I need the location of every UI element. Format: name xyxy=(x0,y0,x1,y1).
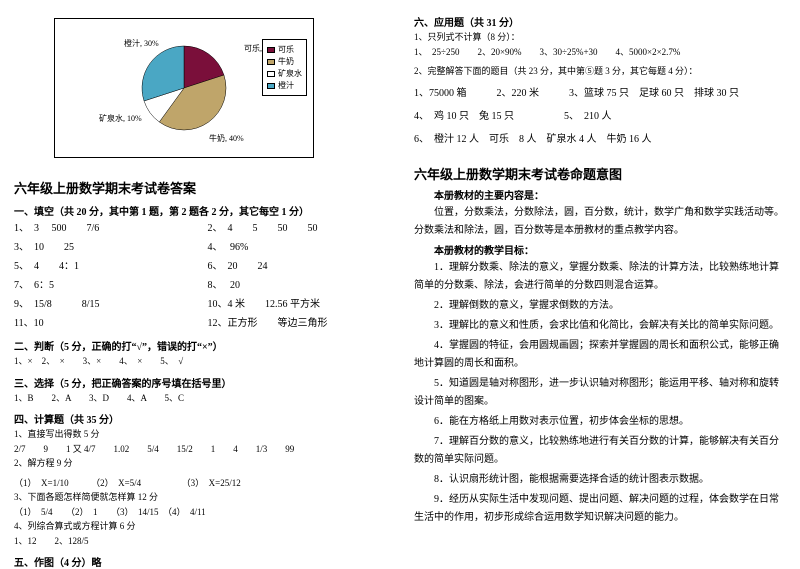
goal-6: 6．能在方格纸上用数对表示位置，初步体会坐标的思想。 xyxy=(414,413,786,431)
intent-title: 六年级上册数学期末考试卷命题意图 xyxy=(414,164,786,183)
choice-answers: 1、B 2、A 3、D 4、A 5、C xyxy=(14,392,386,406)
pie-chart-box: 可乐, 20%牛奶, 40%矿泉水, 10%橙汁, 30% 可乐牛奶矿泉水橙汁 xyxy=(54,18,314,158)
pie-chart: 可乐, 20%牛奶, 40%矿泉水, 10%橙汁, 30% xyxy=(129,33,239,143)
fill-answer-row: 7、 6：58、 20 xyxy=(14,277,386,294)
goal-4: 4．掌握圆的特征，会用圆规画圆；探索并掌握圆的周长和面积公式，能够正确地计算圆的… xyxy=(414,337,786,373)
section-6-heading: 六、应用题（共 31 分） xyxy=(414,14,786,29)
left-column: 可乐, 20%牛奶, 40%矿泉水, 10%橙汁, 30% 可乐牛奶矿泉水橙汁 … xyxy=(0,0,400,566)
fill-answer-row: 5、 4 4：16、 20 24 xyxy=(14,258,386,275)
pie-slice-label: 矿泉水, 10% xyxy=(99,113,142,124)
legend-item: 牛奶 xyxy=(267,56,302,67)
goal-9: 9．经历从实际生活中发现问题、提出问题、解决问题的过程，体会数学在日常生活中的作… xyxy=(414,491,786,527)
legend-item: 可乐 xyxy=(267,44,302,55)
goal-3: 3．理解比的意义和性质，会求比值和化简比，会解决有关比的简单实际问题。 xyxy=(414,317,786,335)
calc-4-answers: 1、12 2、128/5 xyxy=(14,535,386,549)
section-3-heading: 三、选择（5 分，把正确答案的序号填在括号里） xyxy=(14,375,386,390)
answers-title: 六年级上册数学期末考试卷答案 xyxy=(14,178,386,197)
calc-1-answers: 2/7 9 1 又 4/7 1.02 5/4 15/2 1 4 1/3 99 xyxy=(14,443,386,457)
goal-1: 1．理解分数乘、除法的意义，掌握分数乘、除法的计算方法，比较熟练地计算简单的分数… xyxy=(414,259,786,295)
app-row-2: 4、 鸡 10 只 兔 15 只 5、 210 人 xyxy=(414,108,786,125)
legend-item: 橙汁 xyxy=(267,80,302,91)
content-heading: 本册教材的主要内容是： xyxy=(414,187,786,202)
pie-slice-label: 橙汁, 30% xyxy=(124,38,159,49)
section-1-heading: 一、填空（共 20 分，其中第 1 题，第 2 题各 2 分，其它每空 1 分） xyxy=(14,203,386,218)
fill-answer-row: 3、 10 254、 96% xyxy=(14,239,386,256)
goal-7: 7．理解百分数的意义，比较熟练地进行有关百分数的计算，能够解决有关百分数的简单实… xyxy=(414,433,786,469)
app-1-label: 1、只列式不计算（8 分）： xyxy=(414,31,786,45)
judge-answers: 1、× 2、 × 3、× 4、 × 5、 √ xyxy=(14,355,386,369)
goal-2: 2．理解倒数的意义，掌握求倒数的方法。 xyxy=(414,297,786,315)
calc-2-answers: （1） X=1/10 （2） X=5/4 （3） X=25/12 xyxy=(14,477,386,491)
app-row-3: 6、 橙汁 12 人 可乐 8 人 矿泉水 4 人 牛奶 16 人 xyxy=(414,131,786,148)
calc-4-label: 4、列综合算式或方程计算 6 分 xyxy=(14,520,386,534)
section-5-heading: 五、作图（4 分）略 xyxy=(14,554,386,569)
fill-answer-row: 11、1012、正方形 等边三角形 xyxy=(14,315,386,332)
app-1-answers: 1、 25÷250 2、20×90% 3、30÷25%+30 4、5000×2×… xyxy=(414,46,786,60)
app-2-label: 2、完整解答下面的题目（共 23 分，其中第⑤题 3 分，其它每题 4 分）： xyxy=(414,65,786,79)
pie-slice-label: 牛奶, 40% xyxy=(209,133,244,144)
app-row-1: 1、75000 箱 2、220 米 3、篮球 75 只 足球 60 只 排球 3… xyxy=(414,85,786,102)
legend-item: 矿泉水 xyxy=(267,68,302,79)
fill-answer-row: 1、 3 500 7/62、 4 5 50 50 xyxy=(14,220,386,237)
right-column: 六、应用题（共 31 分） 1、只列式不计算（8 分）： 1、 25÷250 2… xyxy=(400,0,800,566)
goals-heading: 本册教材的教学目标： xyxy=(414,242,786,257)
calc-2-label: 2、解方程 9 分 xyxy=(14,457,386,471)
fill-answer-row: 9、 15/8 8/1510、4 米 12.56 平方米 xyxy=(14,296,386,313)
goal-8: 8．认识扇形统计图，能根据需要选择合适的统计图表示数据。 xyxy=(414,471,786,489)
section-4-heading: 四、计算题（共 35 分） xyxy=(14,411,386,426)
content-para: 位置，分数乘法，分数除法，圆，百分数，统计，数学广角和数学实践活动等。分数乘法和… xyxy=(414,204,786,240)
section-2-heading: 二、判断（5 分，正确的打“√”，错误的打“×”） xyxy=(14,338,386,353)
chart-legend: 可乐牛奶矿泉水橙汁 xyxy=(262,39,307,96)
calc-1-label: 1、直接写出得数 5 分 xyxy=(14,428,386,442)
calc-3-answers: （1） 5/4 （2） 1 （3） 14/15 （4） 4/11 xyxy=(14,506,386,520)
goal-5: 5．知道圆是轴对称图形，进一步认识轴对称图形；能运用平移、轴对称和旋转设计简单的… xyxy=(414,375,786,411)
calc-3-label: 3、下面各题怎样简便就怎样算 12 分 xyxy=(14,491,386,505)
